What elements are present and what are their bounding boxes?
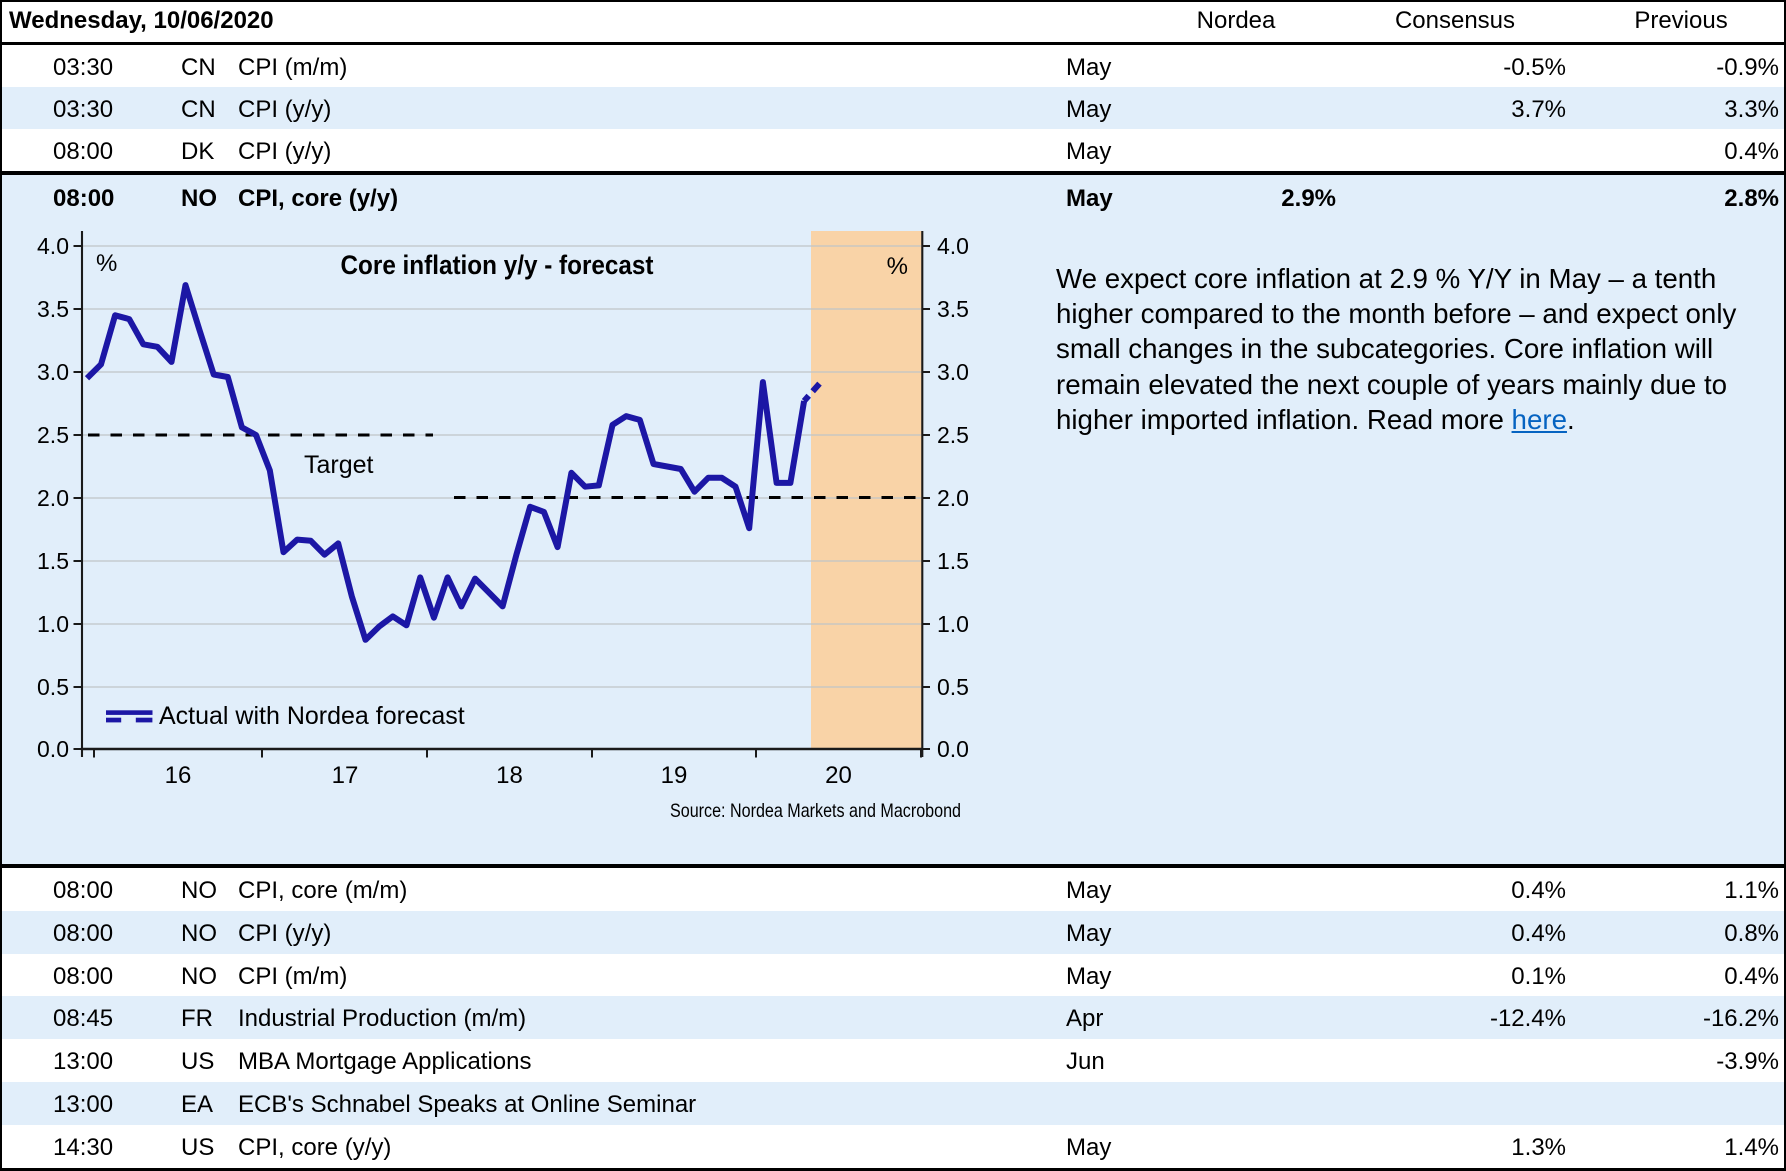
svg-text:16: 16 — [165, 762, 192, 789]
svg-text:%: % — [96, 250, 117, 277]
svg-text:1.5: 1.5 — [937, 548, 969, 574]
svg-text:4.0: 4.0 — [37, 233, 69, 259]
svg-text:1.0: 1.0 — [937, 611, 969, 637]
svg-text:3.0: 3.0 — [37, 359, 69, 385]
svg-text:0.0: 0.0 — [37, 736, 69, 762]
svg-text:3.5: 3.5 — [37, 296, 69, 322]
svg-text:0.5: 0.5 — [937, 674, 969, 700]
svg-text:2.0: 2.0 — [37, 485, 69, 511]
svg-text:3.5: 3.5 — [937, 296, 969, 322]
svg-text:1.5: 1.5 — [37, 548, 69, 574]
svg-text:Source: Nordea Markets and Mac: Source: Nordea Markets and Macrobond — [670, 800, 961, 822]
svg-text:2.5: 2.5 — [937, 422, 969, 448]
svg-text:1.0: 1.0 — [37, 611, 69, 637]
svg-text:Actual with Nordea forecast: Actual with Nordea forecast — [159, 702, 465, 730]
svg-text:18: 18 — [496, 762, 523, 789]
svg-text:2.5: 2.5 — [37, 422, 69, 448]
svg-text:20: 20 — [825, 762, 852, 789]
svg-text:17: 17 — [332, 762, 359, 789]
svg-text:Core inflation y/y - forecast: Core inflation y/y - forecast — [341, 250, 654, 280]
svg-text:3.0: 3.0 — [937, 359, 969, 385]
svg-text:0.5: 0.5 — [37, 674, 69, 700]
svg-text:0.0: 0.0 — [937, 736, 969, 762]
svg-text:Target: Target — [304, 451, 374, 479]
svg-text:2.0: 2.0 — [937, 485, 969, 511]
svg-text:19: 19 — [661, 762, 688, 789]
svg-text:%: % — [887, 253, 908, 280]
svg-text:4.0: 4.0 — [937, 233, 969, 259]
